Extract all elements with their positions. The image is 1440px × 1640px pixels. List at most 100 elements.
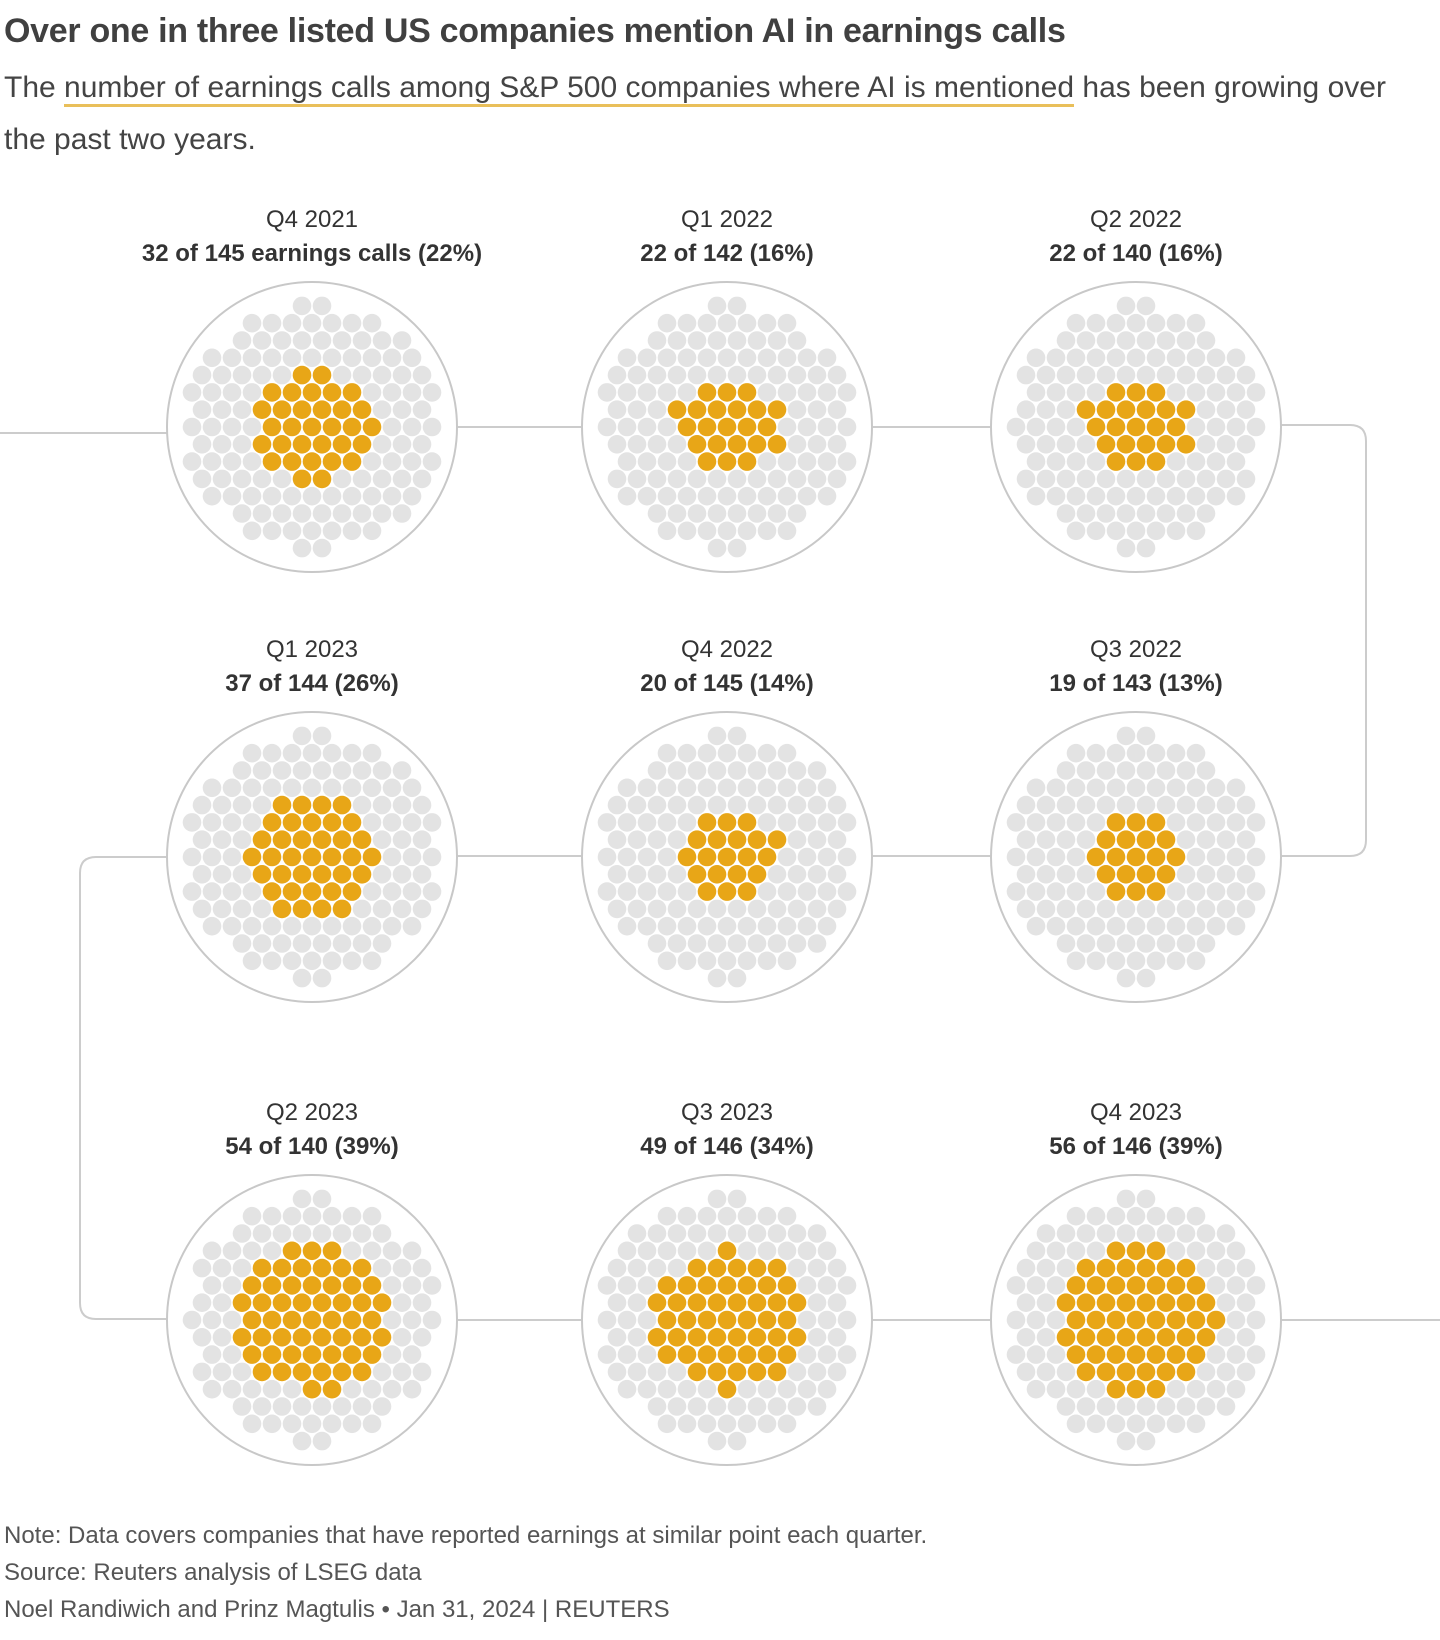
dot-mentioned	[757, 847, 777, 867]
dot-not-mentioned	[192, 865, 212, 884]
dot-not-mentioned	[667, 865, 687, 884]
dot-not-mentioned	[342, 348, 362, 368]
dot-not-mentioned	[787, 504, 807, 523]
dot-not-mentioned	[667, 365, 687, 385]
dot-not-mentioned	[232, 400, 252, 420]
dot-not-mentioned	[352, 795, 372, 815]
dot-not-mentioned	[382, 452, 402, 471]
dot-not-mentioned	[1186, 1241, 1206, 1261]
dot-not-mentioned	[352, 469, 372, 489]
dot-not-mentioned	[422, 813, 442, 832]
dot-not-mentioned	[697, 951, 717, 971]
dot-not-mentioned	[777, 778, 797, 798]
dot-not-mentioned	[647, 761, 667, 780]
dot-not-mentioned	[232, 899, 252, 919]
dot-not-mentioned	[1226, 916, 1246, 936]
dot-not-mentioned	[1076, 504, 1096, 523]
dot-mentioned	[1176, 1258, 1196, 1278]
dot-not-mentioned	[1026, 1345, 1046, 1364]
dot-not-mentioned	[222, 383, 242, 402]
dot-not-mentioned	[272, 1224, 292, 1243]
dot-not-mentioned	[332, 365, 352, 385]
dot-mentioned	[302, 1345, 322, 1364]
dot-not-mentioned	[747, 795, 767, 815]
dot-not-mentioned	[777, 1206, 797, 1226]
dot-not-mentioned	[292, 761, 312, 780]
dot-not-mentioned	[727, 331, 747, 350]
dot-not-mentioned	[1016, 400, 1036, 420]
dot-not-mentioned	[352, 1397, 372, 1416]
dot-not-mentioned	[757, 743, 777, 763]
dot-not-mentioned	[777, 521, 797, 541]
dot-not-mentioned	[747, 1224, 767, 1243]
dot-not-mentioned	[747, 761, 767, 780]
dot-not-mentioned	[1026, 1310, 1046, 1330]
dot-not-mentioned	[282, 348, 302, 368]
dot-not-mentioned	[1216, 830, 1236, 849]
dot-not-mentioned	[627, 469, 647, 489]
dot-not-mentioned	[817, 486, 837, 506]
dot-mentioned	[282, 813, 302, 832]
dot-not-mentioned	[727, 1397, 747, 1416]
dot-not-mentioned	[787, 1224, 807, 1243]
dot-not-mentioned	[737, 1379, 757, 1399]
dot-not-mentioned	[422, 452, 442, 471]
dot-not-mentioned	[787, 469, 807, 489]
dot-not-mentioned	[1066, 778, 1086, 798]
count-label: 32 of 145 earnings calls (22%)	[142, 240, 482, 267]
dot-not-mentioned	[292, 1224, 312, 1243]
dot-not-mentioned	[817, 452, 837, 471]
dot-mentioned	[292, 435, 312, 454]
dot-not-mentioned	[837, 1345, 857, 1364]
dot-not-mentioned	[1126, 1206, 1146, 1226]
dot-not-mentioned	[1056, 795, 1076, 815]
dot-mentioned	[312, 400, 332, 420]
dot-not-mentioned	[1066, 521, 1086, 541]
dot-mentioned	[1166, 417, 1186, 437]
dot-not-mentioned	[402, 1241, 422, 1261]
dot-not-mentioned	[1236, 795, 1256, 815]
dot-not-mentioned	[372, 400, 392, 420]
dot-not-mentioned	[1126, 1414, 1146, 1434]
count-label: 20 of 145 (14%)	[640, 670, 813, 697]
dot-mentioned	[1126, 417, 1146, 437]
dot-not-mentioned	[827, 899, 847, 919]
dot-not-mentioned	[1166, 1206, 1186, 1226]
dot-not-mentioned	[182, 1310, 202, 1330]
dot-not-mentioned	[687, 899, 707, 919]
dot-not-mentioned	[717, 313, 737, 333]
dot-not-mentioned	[1166, 743, 1186, 763]
dot-mentioned	[1166, 1310, 1186, 1330]
dot-not-mentioned	[627, 830, 647, 849]
dot-mentioned	[362, 1310, 382, 1330]
dot-not-mentioned	[362, 951, 382, 971]
dot-not-mentioned	[1136, 365, 1156, 385]
dot-not-mentioned	[727, 726, 747, 746]
dot-not-mentioned	[677, 916, 697, 936]
dot-mentioned	[1196, 1293, 1216, 1312]
dot-mentioned	[1096, 400, 1116, 420]
subtitle-lead: The	[4, 71, 65, 104]
dot-not-mentioned	[787, 934, 807, 953]
dot-not-mentioned	[797, 1310, 817, 1330]
dot-not-mentioned	[607, 830, 627, 849]
dot-not-mentioned	[707, 795, 727, 815]
dot-mentioned	[707, 830, 727, 849]
dot-mentioned	[282, 1345, 302, 1364]
dot-not-mentioned	[1056, 865, 1076, 884]
dot-mentioned	[322, 1345, 342, 1364]
dot-not-mentioned	[1056, 1258, 1076, 1278]
dot-not-mentioned	[342, 1414, 362, 1434]
dot-mentioned	[302, 1276, 322, 1295]
dot-not-mentioned	[1106, 521, 1126, 541]
dot-not-mentioned	[1156, 365, 1176, 385]
dot-not-mentioned	[212, 1328, 232, 1347]
dot-not-mentioned	[777, 1241, 797, 1261]
dot-mentioned	[302, 882, 322, 901]
dot-mentioned	[302, 383, 322, 402]
dot-not-mentioned	[817, 1379, 837, 1399]
dot-not-mentioned	[332, 934, 352, 953]
dot-not-mentioned	[837, 383, 857, 402]
period-label: Q4 2021	[266, 206, 358, 233]
dot-not-mentioned	[362, 486, 382, 506]
